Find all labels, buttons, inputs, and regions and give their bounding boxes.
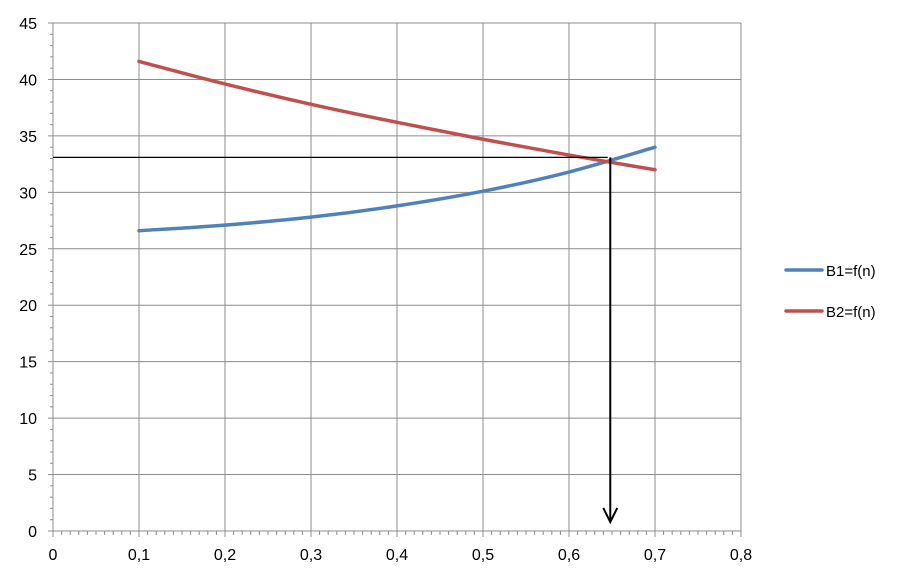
x-tick-label: 0,4	[386, 547, 408, 564]
annotation-arrow-head	[602, 507, 619, 525]
y-tick-label: 0	[28, 524, 37, 541]
y-tick-label: 5	[28, 468, 37, 485]
y-tick-label: 10	[19, 411, 37, 428]
x-tick-label: 0	[49, 547, 58, 564]
legend-label-1: B1=f(n)	[826, 263, 876, 280]
series-line-1	[137, 145, 657, 233]
axes: 0 5 10 15 20 25 30 35 40 45 0 0,1 0,2 0,3 0,4 0,5 0,6 0,7…	[19, 16, 752, 564]
y-tick-label: 35	[19, 129, 37, 146]
y-tick-label: 15	[19, 355, 37, 372]
series-line-2	[137, 59, 657, 172]
legend: B1=f(n) B2=f(n)	[784, 263, 876, 321]
series-lines	[137, 59, 657, 233]
y-tick-label: 40	[19, 72, 37, 89]
y-tick-label: 20	[19, 298, 37, 315]
x-tick-label: 0,8	[730, 547, 752, 564]
x-tick-label: 0,5	[472, 547, 494, 564]
y-tick-label: 25	[19, 242, 37, 259]
legend-label-2: B2=f(n)	[826, 304, 876, 321]
x-tick-label: 0,6	[558, 547, 580, 564]
annotations	[53, 156, 619, 525]
x-tick-label: 0,1	[128, 547, 150, 564]
y-tick-label: 45	[19, 16, 37, 33]
grid	[52, 22, 742, 532]
x-tick-label: 0,7	[644, 547, 666, 564]
y-tick-label: 30	[19, 185, 37, 202]
x-tick-label: 0,2	[214, 547, 236, 564]
x-tick-label: 0,3	[300, 547, 322, 564]
